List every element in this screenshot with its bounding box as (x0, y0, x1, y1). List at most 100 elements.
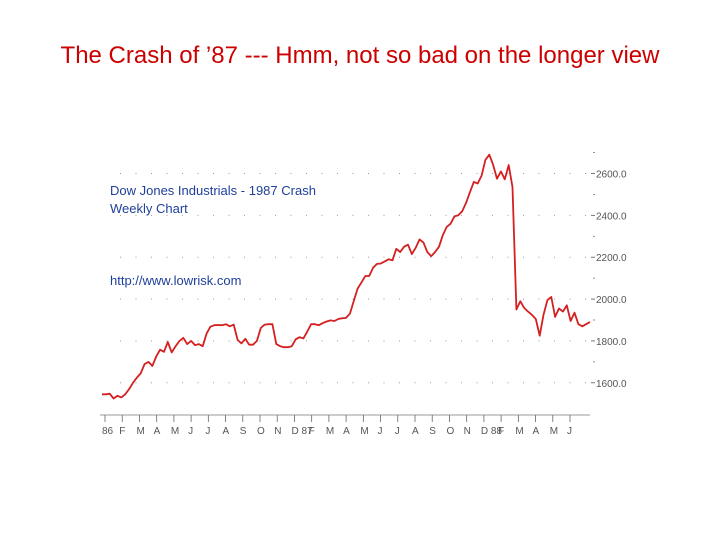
x-tick-label: M (550, 426, 558, 437)
x-tick-label: F (119, 426, 125, 437)
x-tick-label: A (223, 426, 230, 437)
grid-dot (228, 298, 230, 300)
y-tick-label: 1600.0 (596, 379, 627, 390)
grid-dot (554, 340, 555, 342)
y-tick-label: 2600.0 (596, 169, 627, 180)
y-tick-label: 2200.0 (596, 253, 627, 264)
grid-dot (259, 382, 261, 384)
grid-dot (120, 256, 121, 258)
y-tick-label: 2000.0 (596, 295, 627, 306)
grid-dot (569, 172, 571, 174)
grid-dot (259, 298, 261, 300)
grid-dot (151, 340, 152, 342)
chart-title: Dow Jones Industrials - 1987 Crash (110, 183, 316, 198)
x-tick-label: D 88 (481, 426, 503, 437)
grid-dot (414, 340, 416, 342)
grid-dot (383, 298, 385, 300)
grid-dot (228, 256, 230, 258)
grid-dot (554, 298, 555, 300)
grid-dot (290, 214, 292, 216)
grid-dot (492, 256, 493, 258)
grid-dot (275, 298, 276, 300)
grid-dot (538, 340, 540, 342)
grid-dot (523, 214, 524, 216)
grid-dot (197, 172, 199, 174)
grid-dot (383, 382, 385, 384)
chart-subtitle: Weekly Chart (110, 201, 188, 216)
grid-dot (554, 256, 555, 258)
grid-dot (445, 256, 447, 258)
grid-dot (414, 172, 416, 174)
grid-dot (213, 214, 214, 216)
grid-dot (166, 298, 168, 300)
grid-dot (197, 340, 199, 342)
grid-dot (213, 298, 214, 300)
grid-dot (492, 172, 493, 174)
x-tick-label: F (309, 426, 315, 437)
grid-dot (290, 298, 292, 300)
grid-dot (585, 298, 586, 300)
grid-dot (569, 214, 571, 216)
grid-dot (213, 172, 214, 174)
x-tick-label: S (429, 426, 436, 437)
grid-dot (306, 382, 307, 384)
grid-dot (383, 214, 385, 216)
y-tick-label: 1800.0 (596, 337, 627, 348)
grid-dot (166, 172, 168, 174)
grid-dot (120, 340, 121, 342)
x-tick-label: 86 (102, 426, 114, 437)
grid-dot (321, 214, 323, 216)
grid-dot (368, 214, 369, 216)
grid-dot (523, 340, 524, 342)
grid-dot (337, 172, 338, 174)
grid-dot (507, 340, 509, 342)
grid-dot (182, 256, 183, 258)
grid-dot (445, 172, 447, 174)
grid-dot (182, 298, 183, 300)
grid-dot (166, 382, 168, 384)
grid-dot (430, 298, 431, 300)
grid-dot (135, 298, 137, 300)
y-axis: 2600.0 2400.0 2200.0 2000.0 1800.0 1600.0 (591, 152, 627, 390)
chart-grid (120, 172, 586, 384)
grid-dot (337, 256, 338, 258)
grid-dot (523, 256, 524, 258)
x-tick-label: J (205, 426, 210, 437)
grid-dot (368, 256, 369, 258)
grid-dot (368, 382, 369, 384)
grid-dot (430, 382, 431, 384)
grid-dot (135, 340, 137, 342)
grid-dot (523, 172, 524, 174)
grid-dot (507, 382, 509, 384)
grid-dot (352, 172, 354, 174)
grid-dot (197, 214, 199, 216)
grid-dot (321, 298, 323, 300)
grid-dot (321, 382, 323, 384)
x-tick-label: S (240, 426, 247, 437)
grid-dot (554, 172, 555, 174)
grid-dot (135, 172, 137, 174)
grid-dot (275, 214, 276, 216)
grid-dot (135, 214, 137, 216)
x-tick-label: O (446, 426, 454, 437)
grid-dot (306, 214, 307, 216)
x-tick-label: N (464, 426, 471, 437)
x-tick-label: A (343, 426, 350, 437)
grid-dot (321, 340, 323, 342)
grid-dot (523, 382, 524, 384)
grid-dot (259, 172, 261, 174)
slide-title: The Crash of ’87 --- Hmm, not so bad on … (60, 42, 660, 69)
grid-dot (507, 214, 509, 216)
grid-dot (399, 256, 400, 258)
grid-dot (337, 298, 338, 300)
grid-dot (321, 256, 323, 258)
grid-dot (585, 340, 586, 342)
grid-dot (569, 340, 571, 342)
grid-dot (461, 382, 462, 384)
grid-dot (538, 382, 540, 384)
x-tick-label: N (274, 426, 281, 437)
x-tick-label: A (533, 426, 540, 437)
grid-dot (337, 214, 338, 216)
grid-dot (461, 214, 462, 216)
grid-dot (135, 256, 137, 258)
